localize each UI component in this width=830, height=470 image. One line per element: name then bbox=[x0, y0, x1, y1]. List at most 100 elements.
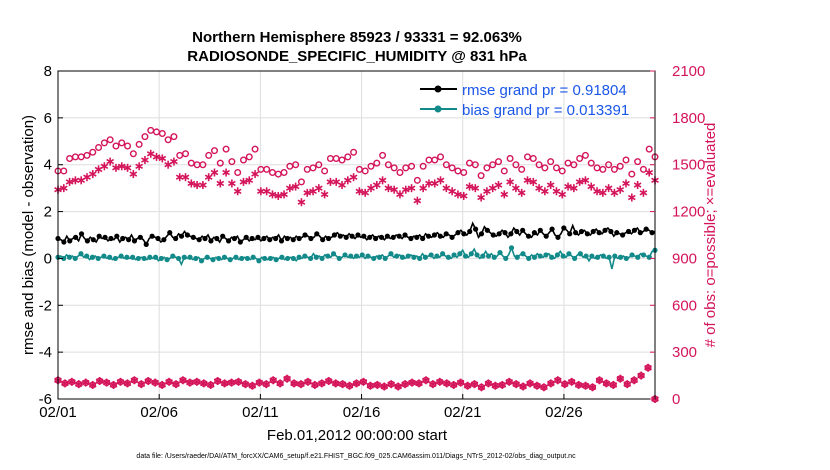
series-layer bbox=[54, 126, 659, 403]
evaluated-marker bbox=[435, 377, 444, 386]
evaluated-marker bbox=[95, 377, 104, 386]
bias-point bbox=[485, 253, 492, 259]
rmse-point bbox=[602, 227, 608, 233]
rmse-point bbox=[561, 225, 567, 231]
evaluated-marker bbox=[593, 187, 601, 196]
rmse-point bbox=[331, 232, 338, 238]
bias-point bbox=[629, 252, 635, 258]
rmse-point bbox=[202, 235, 208, 242]
bias-point bbox=[388, 251, 394, 257]
bias-point bbox=[589, 253, 595, 259]
evaluated-marker bbox=[560, 380, 569, 389]
bias-point bbox=[572, 255, 578, 262]
possible-marker bbox=[529, 154, 537, 162]
rmse-point bbox=[108, 235, 114, 242]
bias-point bbox=[503, 255, 509, 262]
y-tick-label: -4 bbox=[39, 344, 52, 361]
possible-marker bbox=[95, 144, 103, 152]
rmse-point bbox=[220, 233, 226, 239]
evaluated-marker bbox=[206, 380, 215, 389]
evaluated-marker bbox=[575, 177, 584, 186]
rmse-point bbox=[637, 230, 643, 236]
rmse-point bbox=[537, 227, 543, 233]
possible-marker bbox=[477, 172, 485, 180]
bias-point bbox=[508, 245, 515, 251]
bias-point bbox=[135, 255, 141, 262]
y-tick-label: 8 bbox=[44, 63, 52, 80]
evaluated-marker bbox=[463, 381, 472, 390]
evaluated-marker bbox=[320, 190, 329, 199]
evaluated-marker bbox=[415, 379, 423, 388]
y-tick-label: -2 bbox=[39, 297, 52, 314]
evaluated-marker bbox=[59, 184, 68, 193]
rmse-point bbox=[355, 232, 361, 238]
evaluated-marker bbox=[283, 374, 291, 383]
rmse-point bbox=[384, 233, 390, 239]
possible-marker bbox=[210, 147, 218, 155]
possible-marker bbox=[71, 153, 79, 161]
bias-point bbox=[325, 253, 331, 259]
possible-marker bbox=[332, 154, 340, 162]
bias-point bbox=[84, 253, 90, 259]
evaluated-marker bbox=[213, 377, 222, 386]
bias-point bbox=[554, 252, 561, 258]
evaluated-marker bbox=[204, 173, 213, 182]
bias-point bbox=[313, 254, 319, 260]
rmse-point bbox=[608, 228, 614, 235]
evaluated-marker bbox=[241, 380, 250, 389]
possible-marker bbox=[60, 167, 68, 175]
bias-point bbox=[348, 253, 354, 259]
evaluated-marker bbox=[581, 176, 590, 185]
bias-point bbox=[256, 258, 262, 264]
rmse-point bbox=[102, 234, 108, 240]
evaluated-marker bbox=[290, 379, 298, 388]
evaluated-marker bbox=[517, 188, 526, 197]
chart-subtitle: RADIOSONDE_SPECIFIC_HUMIDITY @ 831 hPa bbox=[187, 48, 527, 65]
bias-point bbox=[78, 251, 84, 257]
evaluated-marker bbox=[477, 383, 486, 392]
evaluated-marker bbox=[83, 173, 91, 182]
rmse-point bbox=[343, 234, 349, 240]
evaluated-marker bbox=[158, 154, 167, 163]
bias-point bbox=[141, 255, 147, 262]
possible-marker bbox=[535, 161, 543, 169]
bias-point bbox=[359, 252, 365, 258]
evaluated-marker bbox=[227, 378, 236, 387]
evaluated-marker bbox=[598, 188, 607, 197]
possible-marker bbox=[408, 162, 416, 170]
evaluated-marker bbox=[540, 383, 548, 392]
possible-marker bbox=[118, 139, 126, 147]
evaluated-marker bbox=[436, 176, 445, 185]
possible-marker bbox=[66, 154, 74, 162]
evaluated-marker bbox=[535, 184, 543, 193]
evaluated-marker bbox=[602, 379, 611, 388]
possible-marker bbox=[112, 142, 120, 150]
evaluated-marker bbox=[633, 181, 642, 190]
evaluated-marker bbox=[170, 157, 178, 166]
possible-marker bbox=[425, 156, 433, 164]
rmse-point bbox=[590, 228, 596, 235]
bias-point bbox=[566, 251, 572, 257]
evaluated-marker bbox=[644, 363, 652, 372]
possible-marker bbox=[471, 161, 479, 169]
rmse-point bbox=[455, 230, 461, 236]
possible-marker bbox=[89, 148, 97, 156]
evaluated-marker bbox=[245, 176, 254, 185]
evaluated-marker bbox=[401, 380, 409, 389]
rmse-point bbox=[631, 227, 638, 233]
evaluated-marker bbox=[123, 163, 132, 172]
possible-marker bbox=[106, 136, 114, 144]
evaluated-marker bbox=[547, 379, 555, 388]
rmse-point bbox=[337, 233, 343, 239]
possible-marker bbox=[373, 159, 381, 167]
rmse-point bbox=[461, 231, 467, 237]
bias-point bbox=[124, 254, 130, 260]
possible-marker bbox=[448, 164, 456, 172]
rmse-point bbox=[296, 235, 302, 242]
evaluated-marker bbox=[581, 381, 590, 390]
possible-marker bbox=[239, 156, 247, 164]
possible-marker bbox=[483, 164, 491, 172]
evaluated-marker bbox=[512, 380, 521, 389]
evaluated-marker bbox=[526, 379, 534, 388]
possible-marker bbox=[512, 161, 520, 169]
